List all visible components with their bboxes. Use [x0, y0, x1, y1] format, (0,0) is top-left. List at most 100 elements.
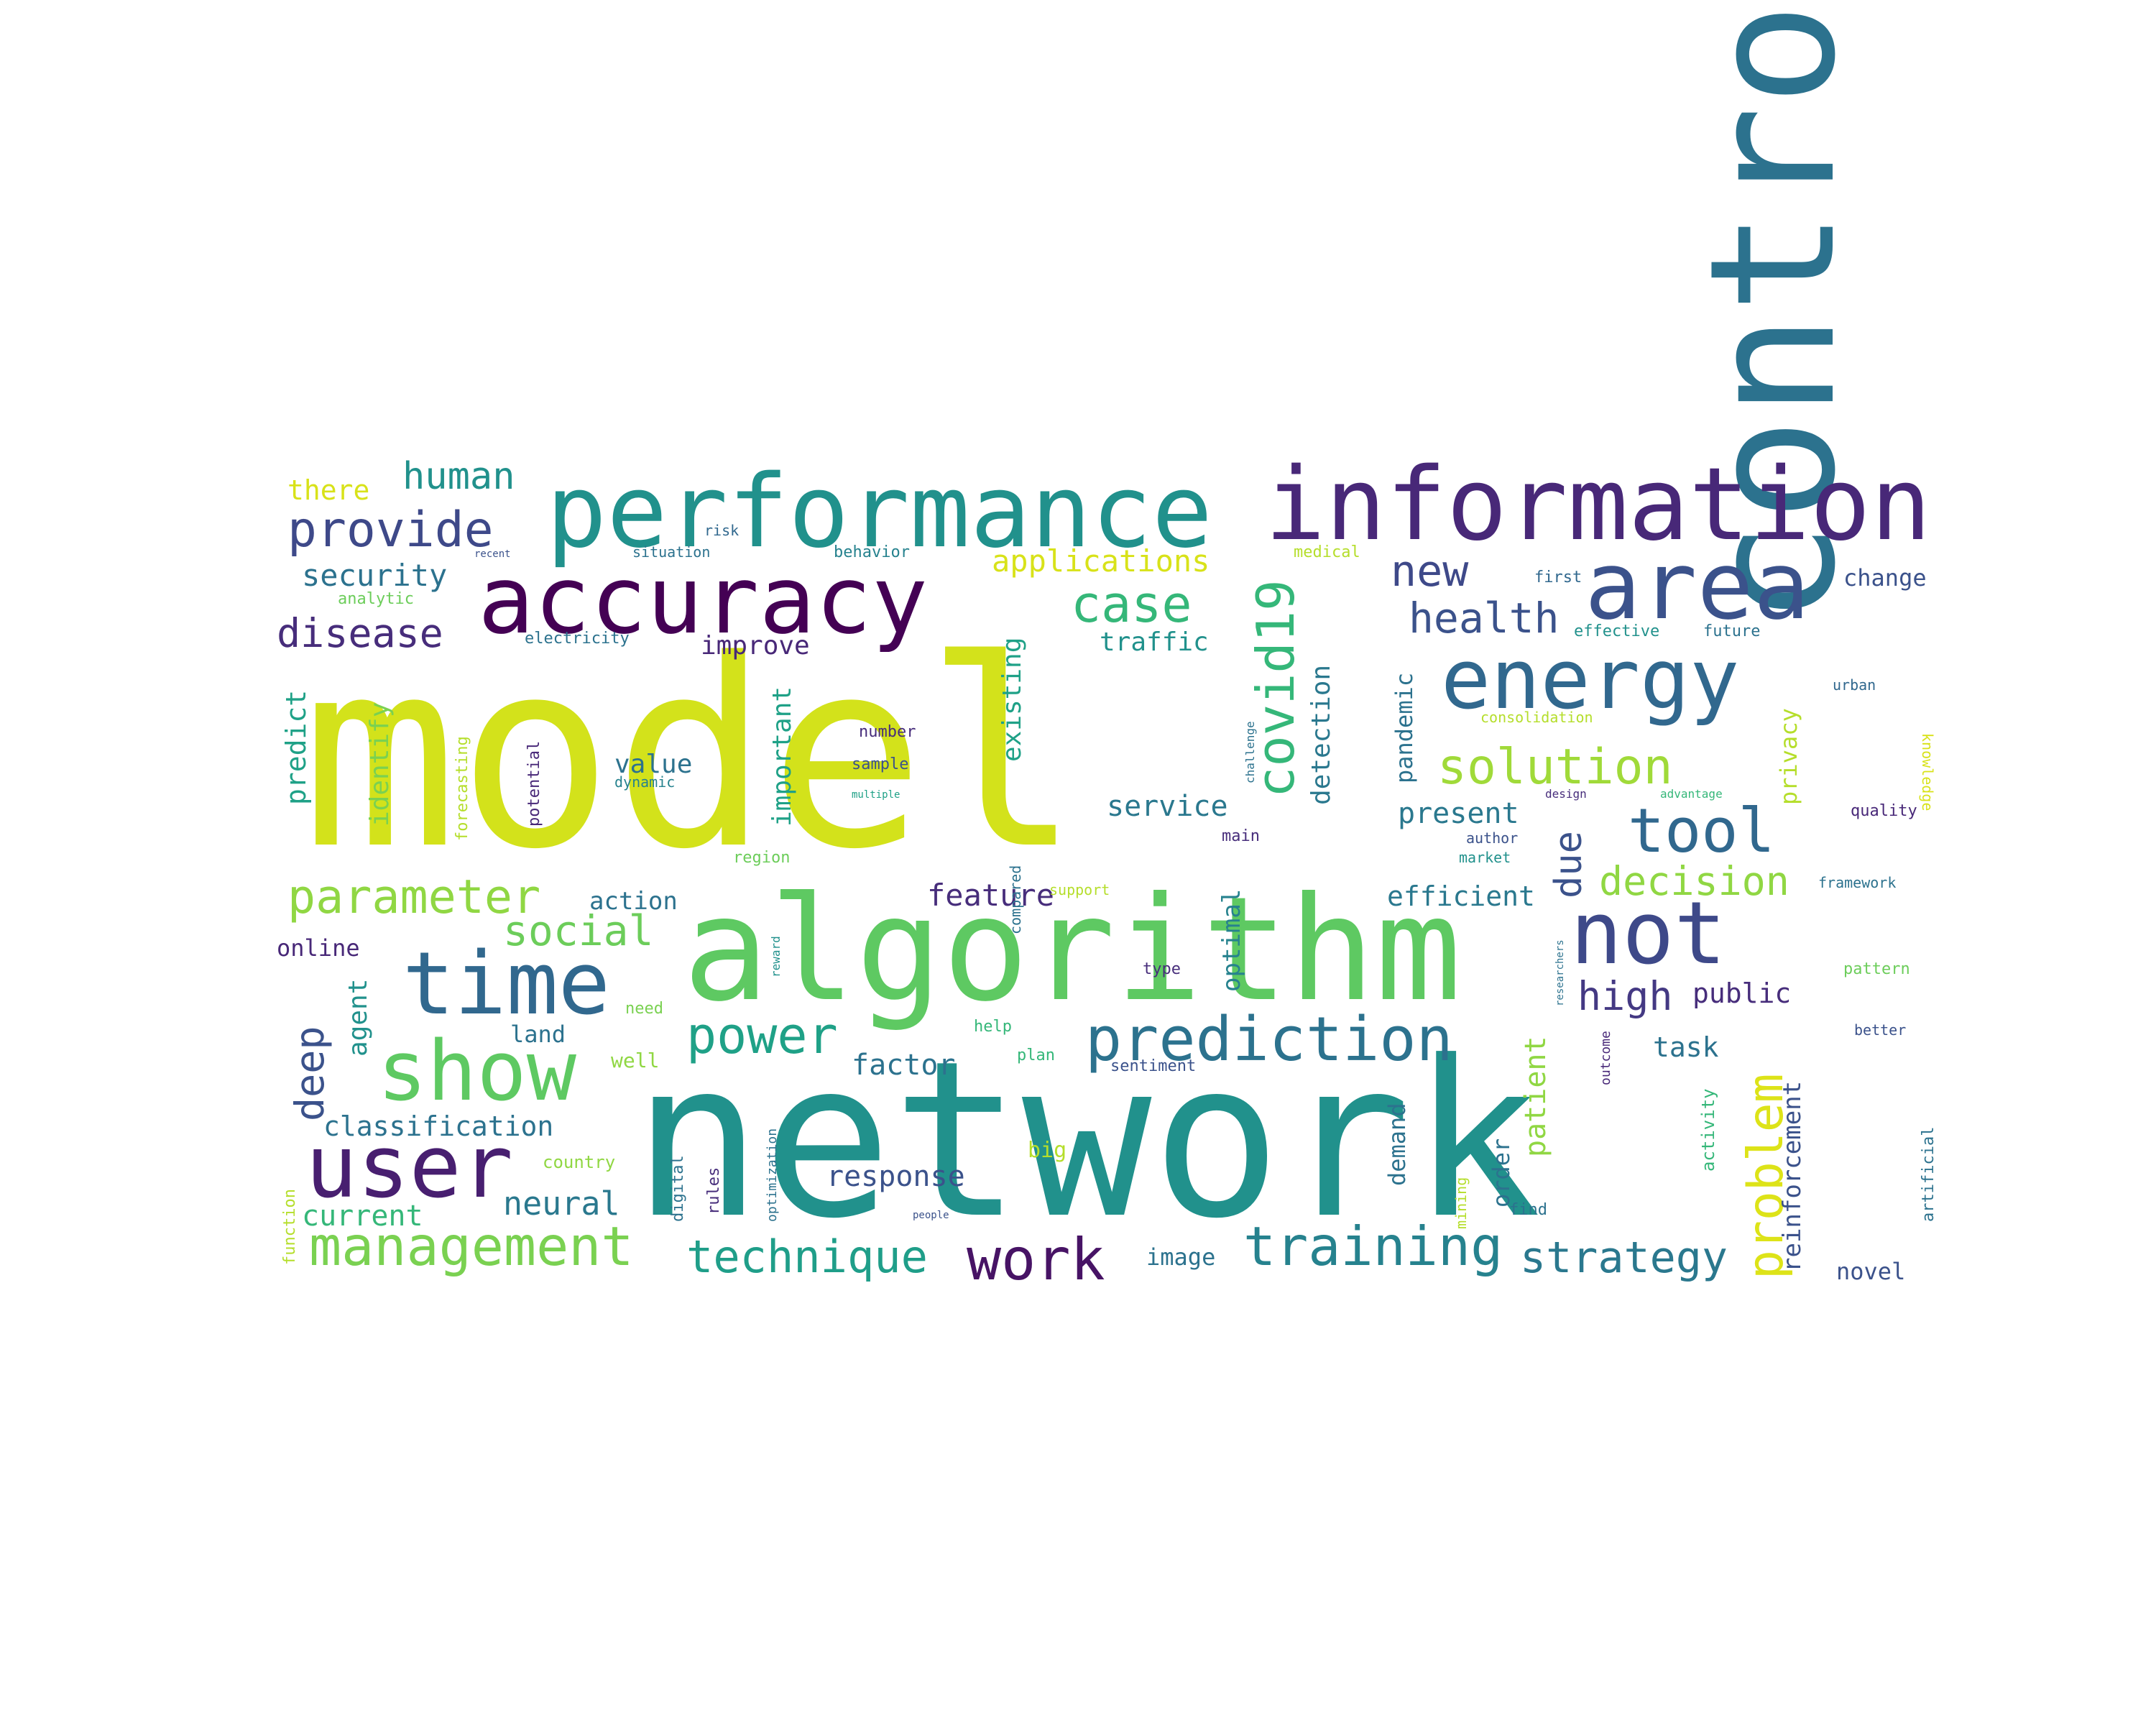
cloud-word: accuracy: [478, 546, 928, 655]
cloud-word: region: [733, 849, 790, 867]
cloud-word: potential: [525, 741, 543, 827]
cloud-word: performance: [546, 454, 1212, 571]
cloud-word: first: [1534, 569, 1582, 586]
cloud-word: strategy: [1520, 1233, 1728, 1283]
cloud-word: function: [281, 1189, 299, 1265]
cloud-word: network: [632, 1015, 1541, 1266]
cloud-word: people: [913, 1210, 949, 1221]
cloud-word: framework: [1818, 874, 1896, 891]
cloud-word: design: [1545, 787, 1587, 801]
cloud-word: compared: [1007, 865, 1024, 934]
cloud-word: energy: [1441, 632, 1739, 728]
cloud-word: current: [302, 1200, 423, 1233]
cloud-word: type: [1143, 960, 1181, 978]
cloud-word: plan: [1017, 1046, 1055, 1064]
cloud-word: main: [1222, 827, 1260, 845]
cloud-word: public: [1692, 978, 1791, 1009]
cloud-word: applications: [992, 543, 1210, 579]
cloud-word: reward: [769, 936, 783, 978]
cloud-word: order: [1488, 1138, 1515, 1208]
cloud-word: task: [1653, 1031, 1719, 1063]
cloud-word: advantage: [1660, 787, 1723, 801]
cloud-word: need: [625, 1000, 663, 1018]
cloud-word: future: [1703, 622, 1760, 640]
cloud-word: digital: [669, 1155, 687, 1222]
cloud-word: reinforcement: [1778, 1081, 1807, 1272]
cloud-word: electricity: [525, 630, 630, 648]
cloud-word: not: [1570, 884, 1726, 984]
cloud-word: rules: [705, 1167, 723, 1215]
cloud-word: challenge: [1243, 721, 1257, 783]
cloud-word: support: [1049, 881, 1110, 898]
cloud-word: author: [1466, 829, 1518, 847]
cloud-word: efficient: [1387, 880, 1535, 912]
cloud-word: activity: [1698, 1088, 1718, 1172]
cloud-word: work: [967, 1226, 1105, 1293]
cloud-word: effective: [1574, 622, 1659, 640]
cloud-word: action: [589, 887, 678, 916]
cloud-word: model: [302, 604, 1081, 906]
cloud-word: power: [686, 1006, 838, 1065]
cloud-word: time: [402, 934, 610, 1034]
cloud-word: improve: [701, 631, 810, 661]
cloud-word: change: [1843, 564, 1927, 592]
cloud-word: dynamic: [614, 773, 675, 791]
cloud-word: existing: [998, 638, 1027, 762]
cloud-word: tool: [1628, 796, 1775, 867]
cloud-word: predict: [280, 690, 312, 805]
cloud-word: training: [1243, 1215, 1503, 1278]
cloud-word: case: [1071, 575, 1192, 634]
cloud-word: knowledge: [1919, 733, 1936, 811]
cloud-word: risk: [704, 522, 739, 539]
cloud-word: identify: [365, 702, 395, 827]
cloud-word: well: [611, 1049, 659, 1072]
cloud-word: outcome: [1598, 1031, 1613, 1085]
cloud-word: image: [1146, 1243, 1215, 1271]
cloud-word: traffic: [1100, 627, 1209, 657]
cloud-word: researchers: [1554, 939, 1566, 1006]
cloud-word: find: [1509, 1201, 1547, 1219]
cloud-word: number: [859, 723, 916, 741]
cloud-word: high: [1577, 973, 1672, 1019]
cloud-word: show: [377, 1024, 577, 1120]
cloud-word: pattern: [1843, 960, 1910, 978]
cloud-word: novel: [1836, 1258, 1905, 1285]
cloud-word: user: [305, 1118, 513, 1218]
cloud-word: quality: [1851, 802, 1917, 820]
cloud-word: management: [309, 1215, 634, 1278]
cloud-word: due: [1547, 831, 1590, 898]
cloud-word: neural: [503, 1184, 620, 1223]
cloud-word: optimal: [1217, 889, 1246, 992]
cloud-word: patient: [1519, 1036, 1552, 1157]
cloud-word: social: [503, 906, 654, 955]
cloud-word: present: [1398, 797, 1519, 830]
cloud-word: agent: [344, 979, 373, 1057]
cloud-word: recent: [474, 548, 511, 560]
cloud-word: solution: [1437, 739, 1673, 796]
cloud-word: land: [510, 1021, 566, 1048]
cloud-word: consolidation: [1480, 709, 1593, 726]
cloud-word: value: [614, 750, 692, 779]
cloud-word: control: [1672, 0, 1874, 625]
cloud-word: help: [974, 1018, 1012, 1036]
cloud-word: market: [1459, 849, 1511, 866]
cloud-word: country: [543, 1152, 615, 1172]
cloud-word: sample: [852, 755, 908, 773]
cloud-word: deep: [287, 1026, 333, 1121]
cloud-word: human: [402, 455, 515, 498]
cloud-word: security: [302, 558, 447, 593]
cloud-word: artificial: [1920, 1127, 1938, 1222]
cloud-word: new: [1391, 546, 1469, 597]
cloud-word: problem: [1738, 1073, 1795, 1279]
cloud-word: online: [277, 934, 360, 962]
cloud-word: big: [1028, 1138, 1067, 1163]
cloud-word: response: [826, 1160, 965, 1193]
cloud-word: provide: [287, 502, 494, 558]
cloud-word: information: [1265, 446, 1931, 564]
cloud-word: health: [1409, 594, 1560, 643]
cloud-word: privacy: [1775, 708, 1802, 805]
cloud-word: disease: [277, 610, 443, 656]
cloud-word: covid19: [1245, 580, 1306, 798]
cloud-word: pandemic: [1391, 673, 1418, 783]
